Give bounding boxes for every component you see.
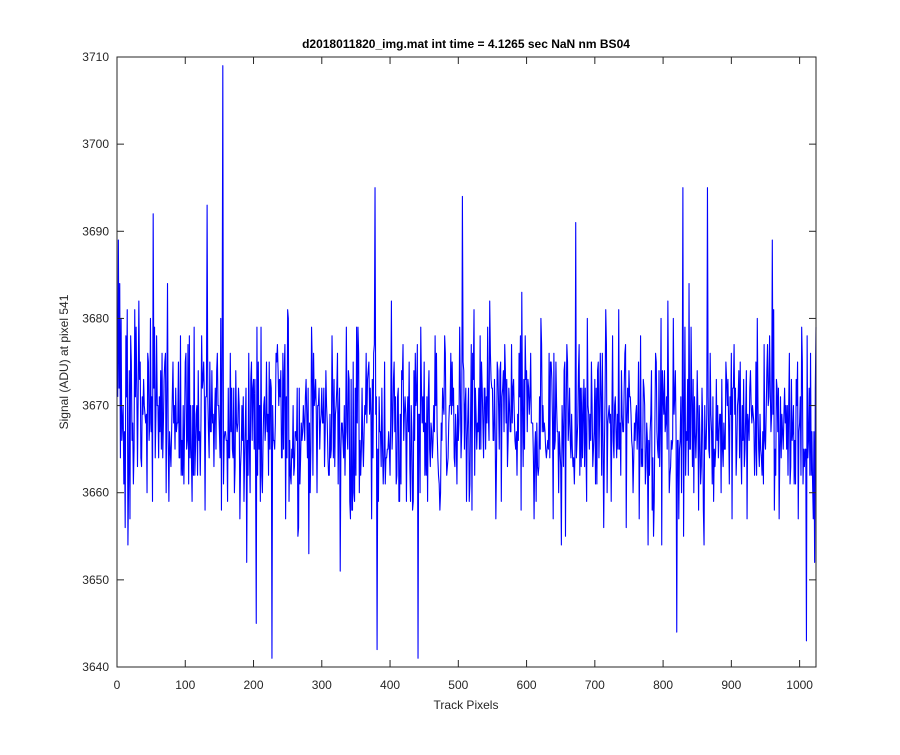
series-layer <box>117 65 817 659</box>
chart-title: d2018011820_img.mat int time = 4.1265 se… <box>302 37 630 51</box>
y-tick-label: 3690 <box>82 224 109 238</box>
y-axis-title: Signal (ADU) at pixel 541 <box>57 294 71 429</box>
x-tick-label: 800 <box>653 678 673 692</box>
x-tick-label: 500 <box>448 678 468 692</box>
x-tick-label: 100 <box>175 678 195 692</box>
y-tick-label: 3640 <box>82 660 109 674</box>
x-tick-label: 200 <box>244 678 264 692</box>
y-tick-label: 3660 <box>82 486 109 500</box>
x-tick-label: 1000 <box>786 678 813 692</box>
x-tick-label: 700 <box>585 678 605 692</box>
plot-area-background <box>117 57 816 667</box>
y-tick-label: 3650 <box>82 573 109 587</box>
y-tick-label: 3670 <box>82 399 109 413</box>
x-axis: 0 100 200 300 400 500 600 700 800 900 1000 <box>114 57 813 692</box>
y-tick-label: 3710 <box>82 50 109 64</box>
y-tick-label: 3700 <box>82 137 109 151</box>
plot-area-border <box>116 56 817 668</box>
x-axis-title: Track Pixels <box>434 698 499 712</box>
x-tick-label: 0 <box>114 678 121 692</box>
series-line <box>117 65 817 659</box>
y-tick-label: 3680 <box>82 311 109 325</box>
x-tick-label: 600 <box>517 678 537 692</box>
x-tick-label: 400 <box>380 678 400 692</box>
x-tick-label: 900 <box>721 678 741 692</box>
y-axis: 3640 3650 3660 3670 3680 3690 3700 3710 <box>82 50 816 674</box>
x-tick-label: 300 <box>312 678 332 692</box>
